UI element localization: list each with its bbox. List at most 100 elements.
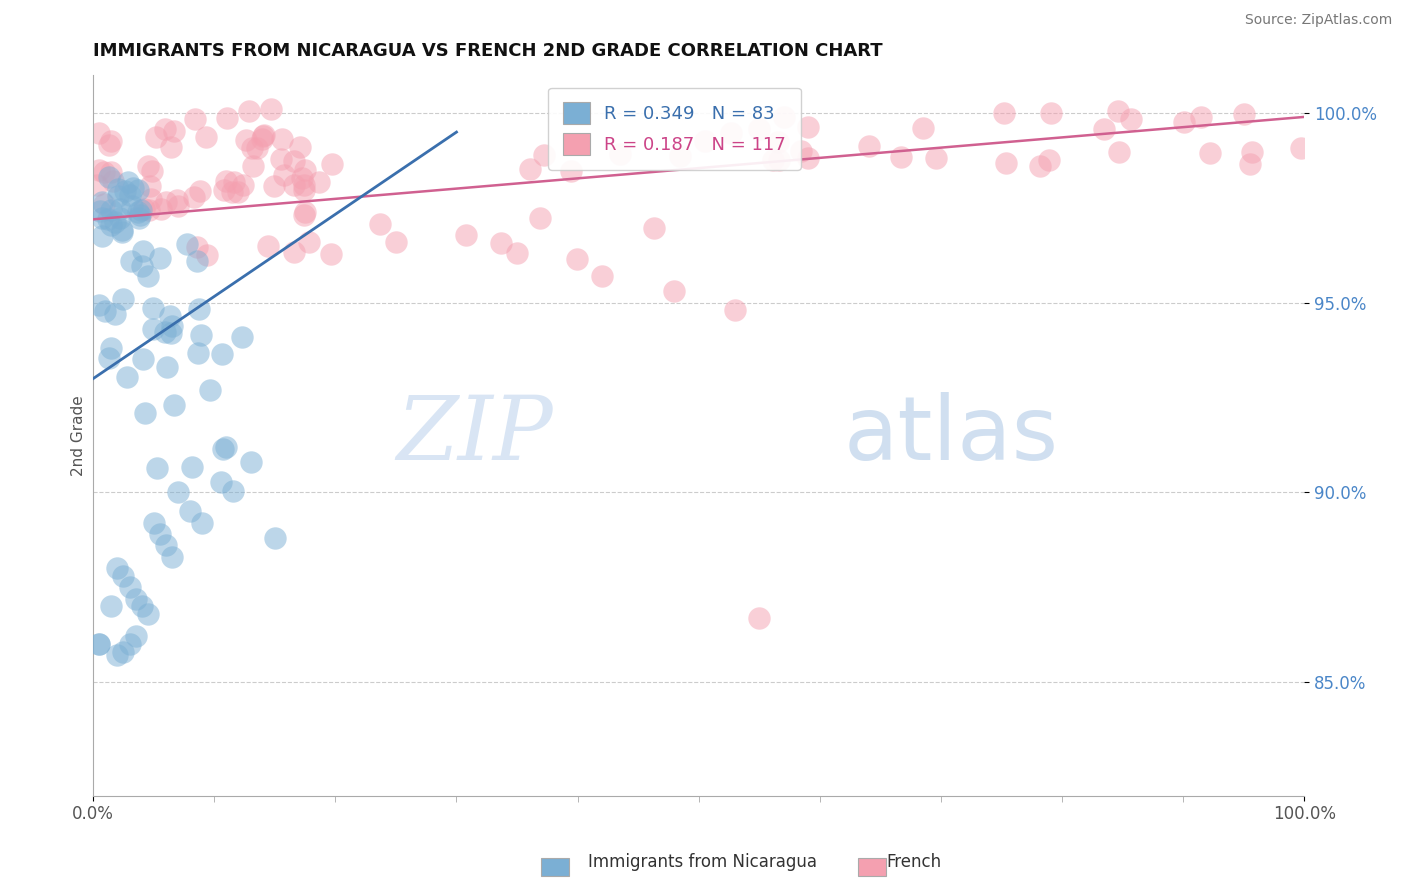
Point — [97, 351, 120, 365]
Point — [1092, 122, 1115, 136]
Point — [724, 303, 747, 318]
Point — [153, 325, 176, 339]
Point — [160, 326, 183, 340]
Point — [107, 561, 129, 575]
Point — [211, 347, 233, 361]
Point — [1233, 107, 1256, 121]
Point — [139, 193, 162, 207]
Point — [321, 247, 343, 261]
Point — [1240, 145, 1263, 159]
Text: French: French — [886, 853, 942, 871]
Point — [609, 146, 631, 161]
Point — [768, 153, 790, 168]
Text: ZIP: ZIP — [396, 392, 554, 479]
Point — [156, 360, 179, 375]
Point — [368, 218, 391, 232]
Point — [87, 162, 110, 177]
Y-axis label: 2nd Grade: 2nd Grade — [72, 395, 86, 475]
Point — [184, 112, 207, 127]
Point — [100, 218, 122, 232]
Point — [242, 159, 264, 173]
Point — [155, 539, 177, 553]
Point — [533, 147, 555, 161]
Point — [321, 157, 343, 171]
Point — [454, 227, 477, 242]
Point — [215, 440, 238, 454]
Point — [263, 531, 285, 545]
Point — [93, 165, 115, 179]
Point — [131, 259, 153, 273]
Point — [283, 153, 305, 168]
Point — [101, 174, 124, 188]
Point — [1173, 114, 1195, 128]
Text: IMMIGRANTS FROM NICARAGUA VS FRENCH 2ND GRADE CORRELATION CHART: IMMIGRANTS FROM NICARAGUA VS FRENCH 2ND … — [93, 42, 883, 60]
Point — [797, 120, 820, 134]
Point — [86, 178, 108, 192]
Point — [766, 135, 789, 149]
Point — [132, 202, 155, 216]
Point — [209, 475, 232, 489]
Point — [163, 398, 186, 412]
Point — [131, 599, 153, 614]
Point — [643, 221, 665, 235]
Point — [591, 269, 613, 284]
Point — [93, 303, 115, 318]
Point — [160, 549, 183, 564]
Point — [112, 569, 135, 583]
Point — [97, 212, 120, 227]
Point — [112, 293, 135, 307]
Point — [120, 254, 142, 268]
Point — [146, 461, 169, 475]
Point — [294, 208, 316, 222]
Point — [141, 164, 163, 178]
Point — [104, 215, 127, 229]
Point — [191, 516, 214, 530]
Point — [252, 132, 274, 146]
Point — [796, 151, 818, 165]
Point — [994, 155, 1017, 169]
Point — [565, 252, 588, 267]
Point — [858, 139, 880, 153]
Point — [1107, 104, 1129, 119]
Point — [252, 128, 274, 143]
Point — [183, 190, 205, 204]
Point — [890, 150, 912, 164]
Point — [195, 130, 218, 145]
Point — [91, 228, 114, 243]
Point — [529, 211, 551, 226]
Point — [1189, 110, 1212, 124]
Point — [111, 223, 134, 237]
Text: Immigrants from Nicaragua: Immigrants from Nicaragua — [589, 853, 817, 871]
Point — [1119, 112, 1142, 127]
Point — [748, 610, 770, 624]
Point — [100, 599, 122, 614]
Point — [283, 178, 305, 193]
Point — [167, 199, 190, 213]
Point — [270, 131, 292, 145]
Point — [138, 202, 160, 217]
Point — [142, 301, 165, 316]
Point — [235, 132, 257, 146]
Point — [122, 180, 145, 194]
Point — [89, 298, 111, 312]
Point — [100, 165, 122, 179]
Point — [294, 163, 316, 178]
Point — [118, 188, 141, 202]
Point — [187, 346, 209, 360]
Point — [214, 184, 236, 198]
Point — [260, 103, 283, 117]
Point — [215, 173, 238, 187]
Point — [385, 235, 408, 249]
Legend: R = 0.349   N = 83, R = 0.187   N = 117: R = 0.349 N = 83, R = 0.187 N = 117 — [548, 87, 800, 169]
Point — [107, 648, 129, 663]
Point — [155, 122, 177, 136]
Point — [142, 322, 165, 336]
Point — [98, 170, 121, 185]
Point — [111, 225, 134, 239]
Point — [87, 126, 110, 140]
Point — [127, 204, 149, 219]
Point — [107, 189, 129, 203]
Point — [291, 170, 314, 185]
Point — [188, 184, 211, 198]
Point — [107, 182, 129, 196]
